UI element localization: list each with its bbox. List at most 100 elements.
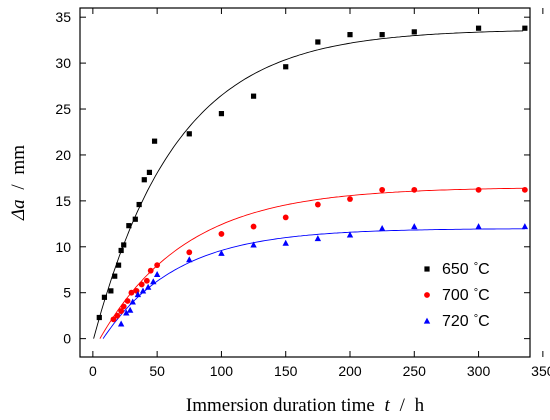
marker-square <box>108 288 114 294</box>
marker-circle <box>143 277 150 284</box>
legend-label: 720 °C <box>442 313 490 330</box>
marker-circle <box>314 201 321 208</box>
marker-triangle <box>314 235 322 242</box>
x-axis-variable: t <box>385 395 391 416</box>
y-tick-label: 20 <box>55 147 71 163</box>
fit-curve <box>93 30 524 339</box>
y-axis-separator: / <box>8 184 29 190</box>
marker-triangle <box>153 270 161 277</box>
marker-circle <box>424 292 430 298</box>
marker-triangle <box>411 223 418 230</box>
marker-square <box>218 111 225 117</box>
marker-circle <box>347 196 353 202</box>
marker-triangle <box>186 256 193 263</box>
x-tick-label: 250 <box>403 363 427 379</box>
marker-triangle <box>250 241 257 248</box>
legend-label: 700 °C <box>442 287 490 304</box>
data-points <box>96 25 529 327</box>
y-tick-label: 25 <box>55 101 71 117</box>
legend-degree: ° <box>474 287 478 299</box>
y-tick-label: 35 <box>55 9 71 25</box>
plot-frame <box>79 7 531 358</box>
legend-degree: ° <box>474 261 478 273</box>
marker-circle <box>379 186 386 193</box>
y-axis-title: Δa / mm <box>8 145 29 221</box>
marker-circle <box>521 186 528 193</box>
marker-triangle <box>117 320 125 327</box>
marker-triangle <box>123 309 130 316</box>
marker-circle <box>120 303 127 310</box>
marker-square <box>522 25 528 31</box>
x-axis-unit: h <box>415 395 425 416</box>
marker-triangle <box>475 223 482 230</box>
legend-unit: C <box>478 287 490 304</box>
marker-square <box>250 93 257 99</box>
marker-triangle <box>150 278 157 285</box>
legend-unit: C <box>478 261 490 278</box>
marker-triangle <box>126 306 134 313</box>
marker-circle <box>475 186 482 193</box>
marker-square <box>379 32 385 38</box>
legend-item: 700 °C <box>424 287 490 304</box>
x-axis: 0 50 100 150 200 250 300 350 <box>89 8 550 379</box>
marker-square <box>132 216 138 222</box>
x-tick-label: 100 <box>210 363 234 379</box>
y-tick-label: 0 <box>63 331 71 347</box>
marker-circle <box>218 231 225 237</box>
marker-triangle <box>129 298 136 305</box>
legend-value: 720 <box>442 313 469 330</box>
marker-square <box>151 138 158 144</box>
marker-circle <box>186 249 193 256</box>
x-tick-label: 350 <box>531 363 550 379</box>
marker-square <box>118 247 124 254</box>
marker-square <box>347 32 353 38</box>
marker-circle <box>154 262 161 269</box>
y-tick-label: 5 <box>63 285 71 301</box>
x-tick-label: 0 <box>89 363 97 379</box>
marker-square <box>121 242 127 248</box>
x-tick-label: 300 <box>467 363 491 379</box>
marker-square <box>283 64 289 70</box>
fit-curve <box>102 228 525 339</box>
marker-square <box>112 273 118 279</box>
marker-triangle <box>139 287 147 294</box>
legend-value: 650 <box>442 261 469 278</box>
x-axis-separator: / <box>400 395 406 416</box>
y-tick-label: 15 <box>55 193 71 209</box>
marker-circle <box>138 281 145 288</box>
marker-triangle <box>521 223 529 230</box>
marker-square <box>101 294 108 300</box>
marker-square <box>115 262 122 268</box>
marker-square <box>146 169 153 175</box>
marker-circle <box>118 308 125 314</box>
marker-triangle <box>134 291 142 298</box>
marker-square <box>315 39 321 45</box>
legend-degree: ° <box>474 313 478 325</box>
legend-item: 650 °C <box>424 261 490 278</box>
marker-circle <box>147 267 154 274</box>
marker-square <box>136 201 142 208</box>
marker-square <box>96 314 102 321</box>
marker-circle <box>114 312 121 319</box>
marker-square <box>411 29 417 35</box>
x-axis-label: Immersion duration time <box>186 395 375 416</box>
marker-circle <box>250 223 257 230</box>
marker-square <box>141 177 147 183</box>
fit-curves <box>93 30 525 339</box>
marker-circle <box>110 316 117 323</box>
legend-item: 720 °C <box>423 313 490 330</box>
marker-circle <box>411 186 418 193</box>
marker-square <box>186 131 192 137</box>
x-tick-label: 200 <box>338 363 362 379</box>
marker-square <box>424 266 430 272</box>
legend-unit: C <box>478 313 490 330</box>
marker-triangle <box>218 249 225 256</box>
marker-triangle <box>423 317 431 324</box>
legend-label: 650 °C <box>442 261 490 278</box>
y-tick-label: 30 <box>55 55 71 71</box>
x-tick-label: 150 <box>274 363 298 379</box>
y-axis: 0 5 10 15 20 25 30 35 <box>55 9 530 347</box>
marker-circle <box>124 298 131 304</box>
